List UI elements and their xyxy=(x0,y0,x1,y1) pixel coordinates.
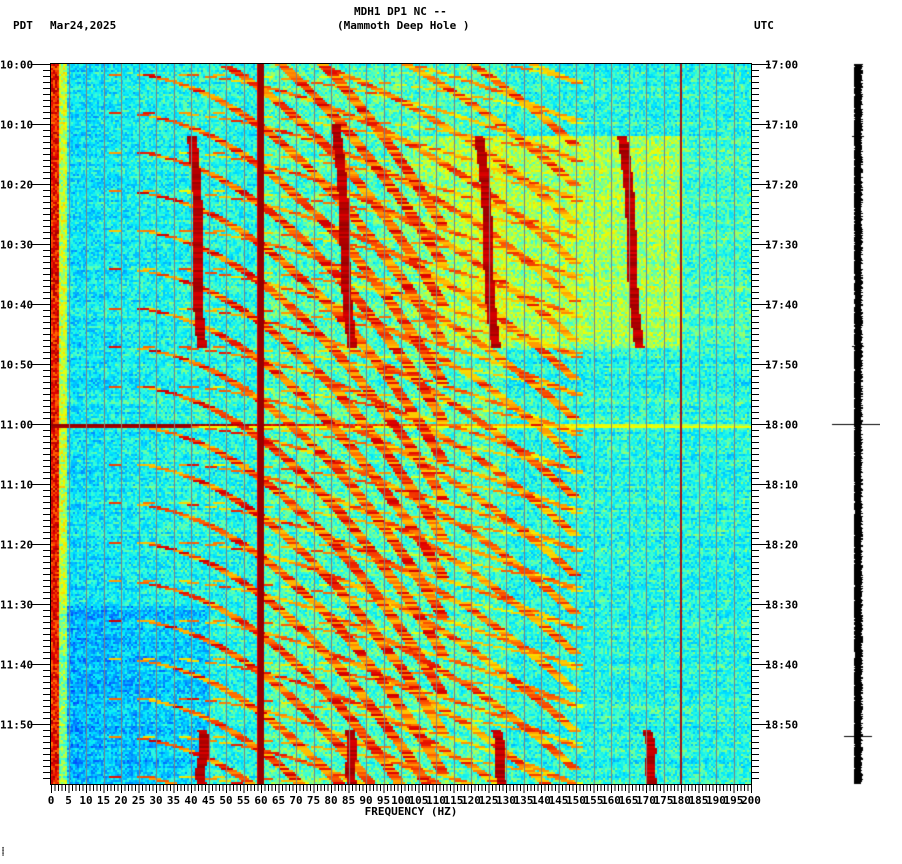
x-tick-label: 115 xyxy=(444,794,464,807)
x-tick-label: 60 xyxy=(254,794,267,807)
seismogram-trace xyxy=(820,60,880,790)
x-tick-label: 0 xyxy=(48,794,55,807)
x-tick-label: 40 xyxy=(184,794,197,807)
x-tick-label: 105 xyxy=(409,794,429,807)
y-tick-label-left: 10:40 xyxy=(0,299,33,312)
x-tick-label: 180 xyxy=(671,794,691,807)
x-tick-label: 150 xyxy=(566,794,586,807)
x-tick-label: 175 xyxy=(654,794,674,807)
y-tick-label-left: 11:00 xyxy=(0,419,33,432)
x-tick-label: 120 xyxy=(461,794,481,807)
spectrogram-plot xyxy=(51,64,751,784)
y-tick-label-right: 17:20 xyxy=(765,179,798,192)
x-tick-label: 35 xyxy=(167,794,180,807)
x-tick-label: 195 xyxy=(724,794,744,807)
plot-frame xyxy=(50,63,752,785)
y-tick-label-left: 10:30 xyxy=(0,239,33,252)
x-tick-label: 80 xyxy=(324,794,337,807)
x-tick-label: 45 xyxy=(202,794,215,807)
x-tick-label: 160 xyxy=(601,794,621,807)
y-tick-label-right: 18:10 xyxy=(765,479,798,492)
x-tick-label: 165 xyxy=(619,794,639,807)
station-line: MDH1 DP1 NC -- xyxy=(354,5,447,18)
x-tick-label: 15 xyxy=(97,794,110,807)
y-tick-label-left: 11:40 xyxy=(0,659,33,672)
x-tick-label: 155 xyxy=(584,794,604,807)
x-tick-label: 25 xyxy=(132,794,145,807)
y-tick-label-left: 11:50 xyxy=(0,719,33,732)
y-tick-label-right: 18:50 xyxy=(765,719,798,732)
x-tick-label: 110 xyxy=(426,794,446,807)
x-tick-label: 75 xyxy=(307,794,320,807)
y-tick-label-left: 10:50 xyxy=(0,359,33,372)
x-tick-label: 70 xyxy=(289,794,302,807)
x-axis-label: FREQUENCY (HZ) xyxy=(365,805,458,818)
y-tick-label-left: 11:30 xyxy=(0,599,33,612)
x-tick-label: 55 xyxy=(237,794,250,807)
y-tick-label-right: 18:40 xyxy=(765,659,798,672)
y-tick-label-right: 17:00 xyxy=(765,59,798,72)
x-tick-label: 65 xyxy=(272,794,285,807)
y-tick-label-left: 11:10 xyxy=(0,479,33,492)
x-tick-label: 85 xyxy=(342,794,355,807)
x-tick-label: 100 xyxy=(391,794,411,807)
x-tick-label: 190 xyxy=(706,794,726,807)
left-timezone-label: PDT xyxy=(13,19,33,32)
date-label: Mar24,2025 xyxy=(50,19,117,32)
x-tick-label: 135 xyxy=(514,794,534,807)
right-timezone-label: UTC xyxy=(754,19,774,32)
y-tick-label-right: 17:50 xyxy=(765,359,798,372)
station-name: (Mammoth Deep Hole ) xyxy=(337,19,470,32)
x-tick-label: 30 xyxy=(149,794,162,807)
y-tick-label-right: 18:20 xyxy=(765,539,798,552)
y-tick-label-right: 17:30 xyxy=(765,239,798,252)
x-tick-label: 10 xyxy=(79,794,92,807)
x-tick-label: 95 xyxy=(377,794,390,807)
x-tick-label: 200 xyxy=(741,794,761,807)
y-tick-label-right: 18:30 xyxy=(765,599,798,612)
x-tick-label: 20 xyxy=(114,794,127,807)
x-tick-label: 140 xyxy=(531,794,551,807)
corner-mark: ⸽ xyxy=(2,847,5,856)
y-tick-label-right: 18:00 xyxy=(765,419,798,432)
y-tick-label-left: 11:20 xyxy=(0,539,33,552)
x-tick-label: 185 xyxy=(689,794,709,807)
x-tick-label: 170 xyxy=(636,794,656,807)
x-tick-label: 5 xyxy=(65,794,72,807)
y-tick-label-right: 17:40 xyxy=(765,299,798,312)
x-tick-label: 50 xyxy=(219,794,232,807)
y-tick-label-left: 10:00 xyxy=(0,59,33,72)
y-tick-label-left: 10:20 xyxy=(0,179,33,192)
x-tick-label: 145 xyxy=(549,794,569,807)
y-tick-label-right: 17:10 xyxy=(765,119,798,132)
x-tick-label: 130 xyxy=(496,794,516,807)
x-tick-label: 125 xyxy=(479,794,499,807)
y-tick-label-left: 10:10 xyxy=(0,119,33,132)
x-tick-label: 90 xyxy=(359,794,372,807)
